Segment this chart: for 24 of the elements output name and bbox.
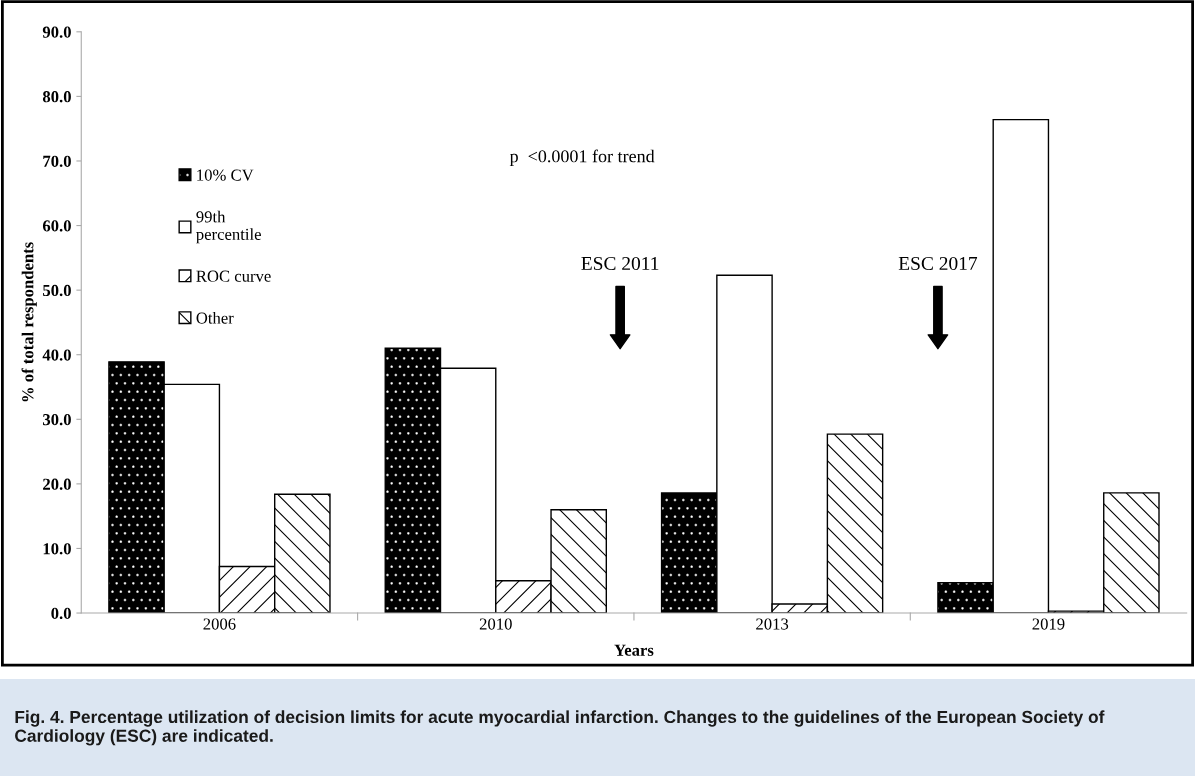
legend-label: ROC curve (196, 270, 271, 282)
y-tick-label: 90.0 (42, 26, 71, 38)
x-tick-label: 2006 (203, 618, 236, 630)
y-axis-title: % of total respondents (21, 242, 37, 402)
annotation: ESC 2017 (898, 256, 978, 271)
legend-label: 10% CV (197, 169, 254, 181)
y-tick-label: 40.0 (42, 349, 71, 361)
y-tick-label: 70.0 (43, 155, 71, 167)
y-tick-label: 60.0 (42, 220, 71, 232)
y-tick-label: 30.0 (43, 414, 71, 426)
y-tick-label: 50.0 (43, 284, 71, 297)
y-tick-label: 20.0 (43, 478, 71, 490)
legend-label: Other (196, 311, 234, 324)
y-tick-label: 80.0 (42, 91, 71, 103)
annotation: ESC 2011 (581, 256, 659, 271)
x-tick-label: 2013 (756, 618, 789, 630)
legend-label: 99th percentile (196, 210, 261, 244)
caption: Fig. 4. Percentage utilization of decision limits for acute myocardial infarction. Changes to the guidelines of the European Society of Cardiology (ESC) are indicated. (15, 710, 1105, 746)
y-tick-label: 10.0 (43, 543, 71, 555)
x-axis-title: Years (614, 644, 654, 656)
x-tick-label: 2010 (479, 618, 512, 630)
y-tick-label: 0.0 (51, 607, 71, 620)
x-tick-label: 2019 (1032, 618, 1065, 630)
annotation: p <0.0001 for trend (509, 149, 655, 167)
